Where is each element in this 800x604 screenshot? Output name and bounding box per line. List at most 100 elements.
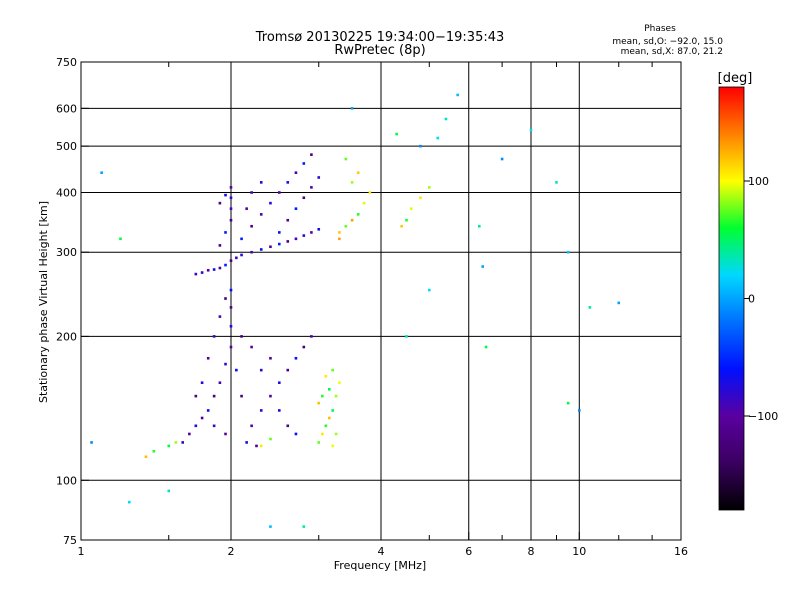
data-point bbox=[302, 162, 306, 165]
data-point bbox=[245, 441, 248, 444]
data-point bbox=[617, 301, 621, 305]
stats-heading: Phases bbox=[644, 24, 676, 34]
data-point bbox=[286, 181, 290, 184]
data-point bbox=[218, 315, 222, 318]
data-point bbox=[224, 263, 227, 267]
colorbar-gradient bbox=[719, 87, 744, 510]
y-tick-label: 500 bbox=[56, 140, 77, 153]
data-point bbox=[194, 272, 198, 276]
colorbar-label: [deg] bbox=[718, 71, 753, 86]
data-point bbox=[409, 207, 413, 210]
data-point bbox=[200, 271, 204, 274]
y-tick-label: 100 bbox=[56, 474, 77, 487]
data-point bbox=[174, 441, 178, 444]
data-point bbox=[269, 245, 272, 249]
data-point bbox=[250, 191, 253, 194]
data-point bbox=[405, 335, 408, 338]
data-point bbox=[317, 228, 321, 231]
data-point bbox=[218, 244, 222, 247]
data-point bbox=[338, 237, 341, 241]
data-point bbox=[250, 224, 253, 228]
data-point bbox=[229, 218, 233, 222]
data-point bbox=[405, 218, 408, 222]
data-point bbox=[240, 335, 243, 338]
data-point bbox=[224, 432, 227, 436]
data-point bbox=[194, 394, 198, 398]
data-point bbox=[566, 401, 570, 405]
data-point bbox=[206, 268, 210, 272]
data-point bbox=[229, 207, 233, 210]
data-point bbox=[456, 93, 459, 97]
data-point bbox=[218, 381, 222, 385]
data-point bbox=[331, 444, 335, 448]
data-point bbox=[419, 144, 422, 148]
data-point bbox=[419, 196, 422, 200]
data-point bbox=[484, 345, 488, 349]
data-point bbox=[259, 368, 263, 372]
data-point bbox=[310, 153, 313, 156]
data-point bbox=[277, 409, 281, 412]
data-point bbox=[224, 362, 227, 366]
data-point bbox=[240, 237, 243, 241]
data-point bbox=[310, 335, 313, 338]
data-point bbox=[427, 186, 431, 189]
data-point bbox=[269, 437, 272, 441]
data-point bbox=[321, 394, 324, 398]
colorbar-tick-label: 0 bbox=[748, 293, 755, 306]
x-tick-label: 8 bbox=[528, 545, 535, 558]
data-point bbox=[259, 248, 263, 251]
y-tick-label: 750 bbox=[56, 56, 77, 69]
plot-area: 1 2 4 6 8 10 16 75 100 200 300 400 500 600 750 bbox=[56, 56, 688, 558]
grid-lines bbox=[81, 62, 681, 540]
data-point bbox=[400, 224, 403, 228]
data-point bbox=[294, 207, 298, 210]
data-points bbox=[90, 93, 621, 528]
x-tick-label: 6 bbox=[465, 545, 472, 558]
data-point bbox=[269, 525, 272, 528]
stats-o-mode: mean, sd,O: −92.0, 15.0 bbox=[612, 37, 723, 47]
data-point bbox=[167, 444, 171, 448]
data-point bbox=[286, 218, 290, 222]
y-tick-label: 400 bbox=[56, 186, 77, 199]
data-point bbox=[310, 231, 313, 234]
data-point bbox=[245, 207, 248, 210]
data-point bbox=[356, 213, 360, 216]
x-tick-label: 4 bbox=[378, 545, 385, 558]
data-point bbox=[259, 444, 263, 448]
data-point bbox=[478, 224, 481, 228]
x-tick-label: 10 bbox=[572, 545, 586, 558]
data-point bbox=[334, 432, 338, 436]
data-point bbox=[212, 335, 216, 338]
data-point bbox=[588, 306, 592, 309]
y-tick-label: 75 bbox=[63, 534, 77, 547]
data-point bbox=[500, 157, 504, 161]
data-point bbox=[427, 288, 431, 292]
data-point bbox=[286, 368, 290, 372]
data-point bbox=[224, 297, 227, 300]
x-tick-label: 16 bbox=[674, 545, 688, 558]
data-point bbox=[294, 237, 298, 241]
data-point bbox=[250, 345, 253, 349]
data-point bbox=[324, 424, 328, 428]
data-point bbox=[362, 201, 366, 205]
data-point bbox=[529, 128, 533, 132]
chart-subtitle: RwPretec (8p) bbox=[334, 43, 425, 58]
data-point bbox=[277, 231, 281, 234]
data-point bbox=[294, 356, 298, 360]
data-point bbox=[317, 441, 321, 444]
data-point bbox=[224, 231, 227, 234]
data-point bbox=[302, 234, 306, 237]
data-point bbox=[395, 132, 398, 136]
data-point bbox=[259, 409, 263, 412]
data-point bbox=[259, 213, 263, 216]
data-point bbox=[310, 186, 313, 189]
data-point bbox=[302, 196, 306, 200]
data-point bbox=[277, 381, 281, 385]
data-point bbox=[331, 409, 335, 412]
data-point bbox=[240, 253, 243, 257]
x-minor-ticks bbox=[168, 62, 653, 540]
colorbar-tick-label: −100 bbox=[748, 410, 778, 423]
data-point bbox=[90, 441, 93, 444]
data-point bbox=[229, 345, 233, 349]
data-point bbox=[331, 368, 335, 372]
